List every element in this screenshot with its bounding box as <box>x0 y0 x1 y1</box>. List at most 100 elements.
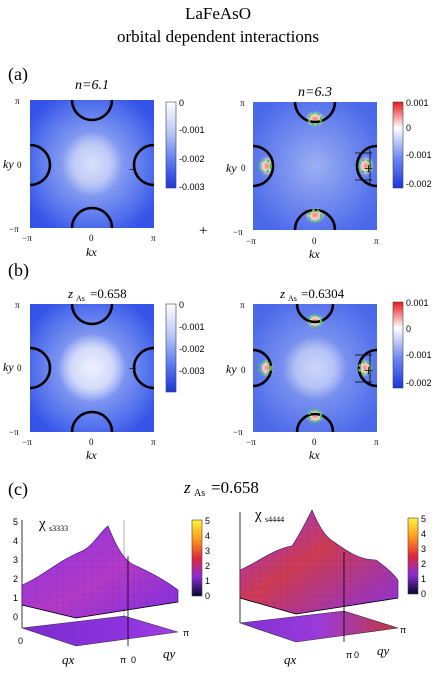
surface-plot-right: χ s4444 π 0 π qx qy <box>239 507 406 667</box>
tick-zero: 0 <box>17 363 22 373</box>
gap-node <box>258 159 272 173</box>
colorbar-tick: 4 <box>205 531 210 541</box>
colorbar-tick: -0.003 <box>179 366 205 376</box>
qx-tick: 0 <box>18 636 23 646</box>
as-subscript: As <box>288 294 297 303</box>
chi-subscript: s3333 <box>49 524 68 533</box>
zaxis-tick: 1 <box>13 593 18 603</box>
tick-minus-pi: −π <box>246 437 256 447</box>
ky-label: ky <box>3 157 14 171</box>
colorbar-tick: 2 <box>205 561 210 571</box>
surface-plot-left: χ s3333 5 4 3 2 1 0 0 π 0 π qx qy <box>13 516 189 667</box>
qx-tick: π <box>346 650 352 660</box>
panel-b-label: (b) <box>8 260 29 281</box>
tick-pi: π <box>240 300 245 310</box>
colorbar-a-left: 0 -0.001 -0.002 -0.003 <box>165 98 205 192</box>
gap-node <box>358 361 372 375</box>
heatmap-a-right <box>252 101 378 231</box>
zas-value: =0.658 <box>211 478 259 497</box>
tick-zero: 0 <box>312 437 317 447</box>
fermi-surface <box>29 346 52 390</box>
colorbar-tick: -0.001 <box>179 322 205 332</box>
gap-node <box>308 112 322 126</box>
as-subscript: As <box>194 488 205 499</box>
tick-pi: π <box>15 300 20 310</box>
tick-zero: 0 <box>17 160 22 170</box>
tick-minus-pi: −π <box>22 233 32 243</box>
minus-sign: − <box>129 362 137 377</box>
colorbar-b-left: 0 -0.001 -0.002 -0.003 <box>165 300 205 393</box>
fermi-surface <box>70 410 114 433</box>
colorbar-tick: 0.001 <box>406 298 429 308</box>
qy-label: qy <box>377 643 390 658</box>
panel-b-right-title: z As =0.6304 <box>279 286 345 303</box>
plus-sign: + <box>364 363 373 380</box>
chi-symbol: χ <box>38 516 46 532</box>
fermi-surface <box>70 303 114 326</box>
colorbar-tick: -0.002 <box>179 154 205 164</box>
kx-label: kx <box>86 448 97 462</box>
plus-sign: + <box>364 161 373 178</box>
zaxis-tick: 5 <box>13 517 18 527</box>
fermi-surface <box>132 346 155 390</box>
colorbar-tick: 4 <box>421 529 426 539</box>
ky-label: ky <box>3 360 14 374</box>
colorbar-tick: 0 <box>406 324 411 334</box>
minus-sign: − <box>129 163 137 178</box>
fermi-surface <box>295 303 335 324</box>
colorbar-tick: -0.001 <box>179 125 205 135</box>
colorbar-tick: 0 <box>179 300 184 310</box>
fermi-surface <box>132 143 155 187</box>
tick-pi: π <box>374 437 379 447</box>
colorbar-tick: -0.002 <box>179 344 205 354</box>
ky-label: ky <box>226 362 237 376</box>
panel-b-left-title: z As =0.658 <box>67 286 127 303</box>
kx-label: kx <box>309 247 320 261</box>
figure-title: LaFeAsO <box>185 4 251 23</box>
tick-minus-pi: −π <box>9 224 19 234</box>
svg-text:z: z <box>67 286 73 301</box>
heatmap-b-right <box>252 303 378 433</box>
panel-a-right-title: n=6.3 <box>298 85 332 100</box>
tick-pi: π <box>240 98 245 108</box>
qx-label: qx <box>62 652 75 667</box>
tick-zero: 0 <box>241 365 246 375</box>
heatmap-a-left <box>29 99 155 229</box>
fermi-surface <box>252 144 275 188</box>
chi-symbol: χ <box>254 507 262 523</box>
zaxis-tick: 3 <box>13 555 18 565</box>
tick-zero: 0 <box>89 437 94 447</box>
colorbar-tick: 2 <box>421 559 426 569</box>
ky-label: ky <box>226 161 237 175</box>
kx-label: kx <box>86 245 97 259</box>
tick-zero: 0 <box>241 163 246 173</box>
tick-minus-pi: −π <box>22 437 32 447</box>
tick-minus-pi: −π <box>233 227 243 237</box>
gap-node <box>358 159 372 173</box>
panel-a-label: (a) <box>8 64 28 85</box>
colorbar-b-right: 0.001 0 -0.001 -0.002 <box>392 298 432 389</box>
figure-subtitle: orbital dependent interactions <box>117 27 319 46</box>
colorbar-tick: 0 <box>179 98 184 108</box>
tick-minus-pi: −π <box>233 427 243 437</box>
colorbar-tick: 0 <box>205 591 210 601</box>
gap-node <box>308 209 322 223</box>
panel-a-left-title: n=6.1 <box>75 78 109 93</box>
tick-zero: 0 <box>312 236 317 246</box>
tick-minus-pi: −π <box>246 236 256 246</box>
fermi-surface <box>295 412 335 433</box>
gap-node <box>258 361 272 375</box>
colorbar-tick: -0.001 <box>406 350 432 360</box>
as-subscript: As <box>76 294 85 303</box>
plus-sign: + <box>199 223 207 239</box>
tick-pi: π <box>15 96 20 106</box>
colorbar-a-right: 0.001 0 -0.001 -0.002 <box>392 98 432 189</box>
colorbar-tick: 3 <box>421 544 426 554</box>
tick-minus-pi: −π <box>9 427 19 437</box>
kx-label: kx <box>309 448 320 462</box>
chi-subscript: s4444 <box>265 515 284 524</box>
tick-pi: π <box>151 437 156 447</box>
colorbar-c-right: 5 4 3 2 1 0 <box>407 514 426 599</box>
colorbar-c-left: 5 4 3 2 1 0 <box>191 516 210 601</box>
fermi-surface <box>355 144 378 188</box>
